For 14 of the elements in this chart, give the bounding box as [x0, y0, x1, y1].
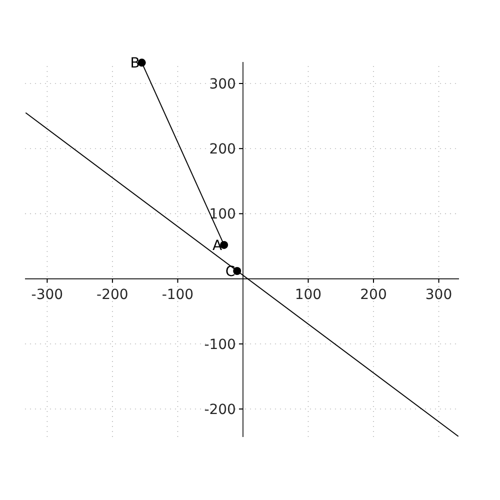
annotation: C: [225, 264, 236, 280]
x-tick-label: 100: [294, 286, 322, 303]
annotation: B: [130, 56, 140, 72]
x-tick-label: -300: [31, 286, 64, 303]
x-tick-label: 200: [360, 286, 387, 303]
y-tick-label: -100: [204, 336, 236, 353]
y-tick-label: 200: [209, 141, 236, 158]
y-tick-label: 300: [209, 76, 236, 92]
y-tick-label: -200: [204, 402, 236, 418]
x-tick-label: -200: [96, 286, 128, 303]
annotation: A: [212, 238, 222, 254]
x-tick-label: 300: [425, 286, 452, 303]
y-tick-label: 100: [209, 206, 236, 223]
x-tick-label: -100: [162, 286, 194, 303]
